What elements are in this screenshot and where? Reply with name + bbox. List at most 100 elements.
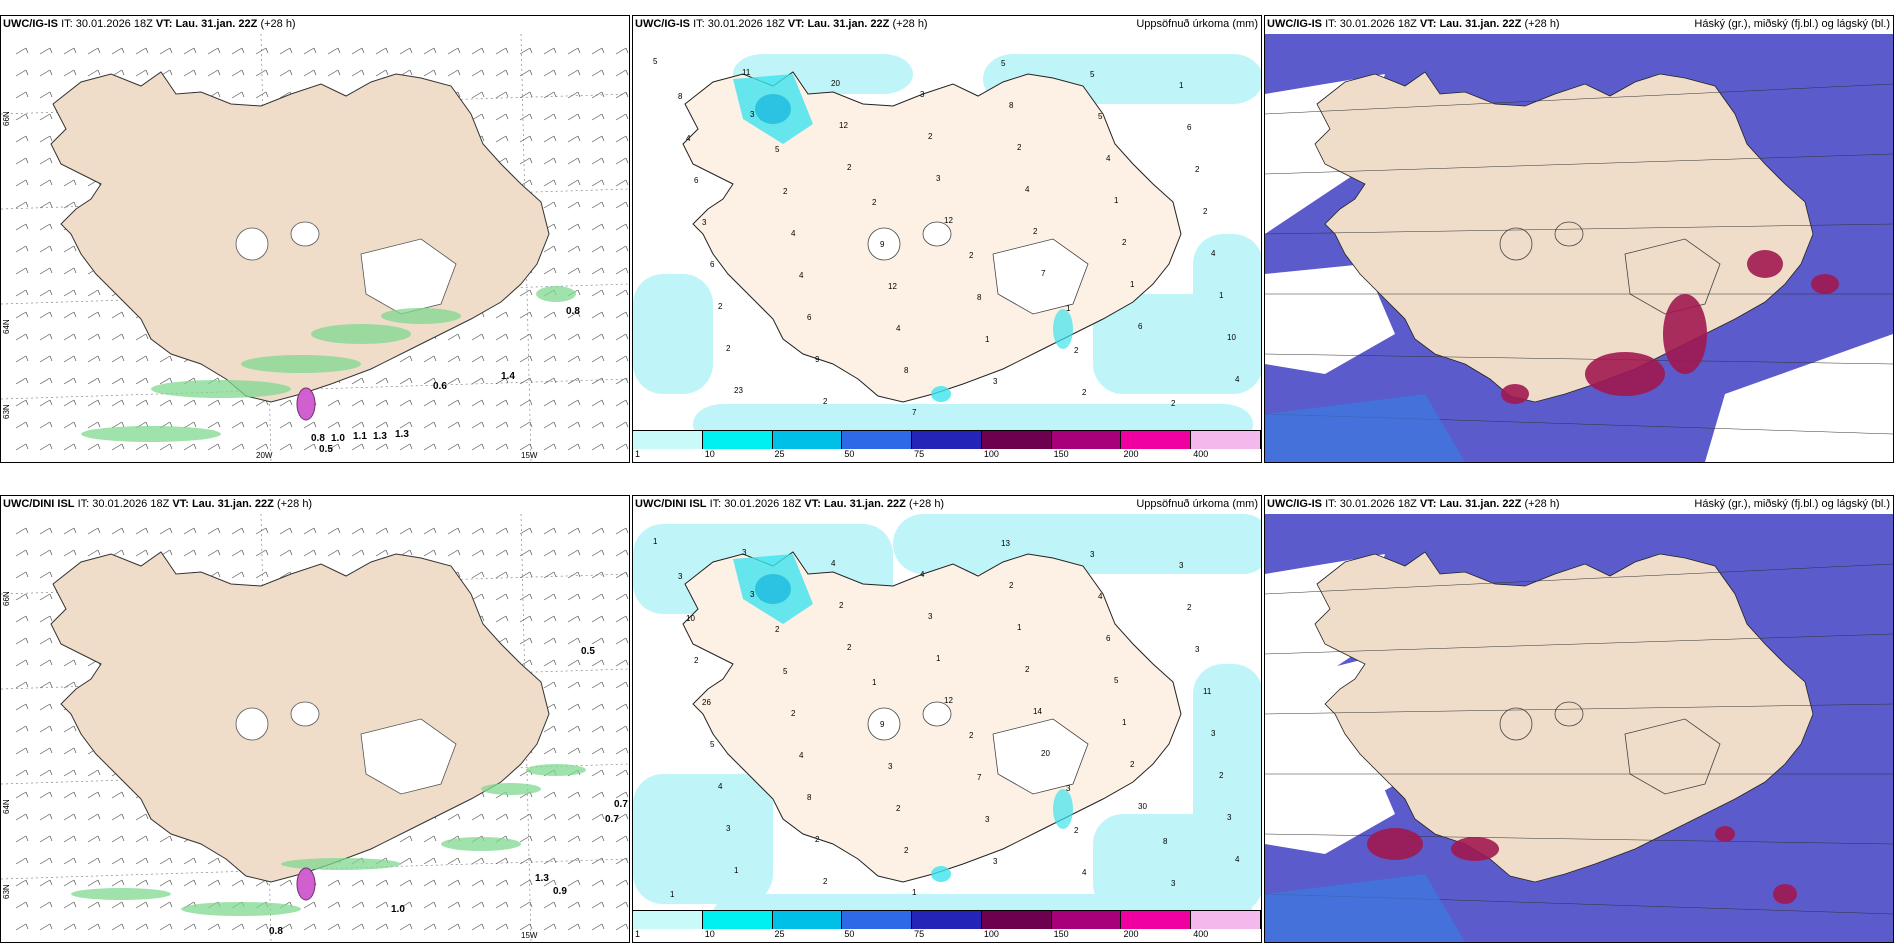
wind-barb bbox=[543, 113, 557, 121]
wind-barb bbox=[87, 923, 101, 931]
precip-value-label: 3 bbox=[888, 762, 893, 771]
wind-barb bbox=[15, 747, 29, 755]
legend-label: 50 bbox=[844, 929, 855, 939]
wind-barb bbox=[543, 157, 557, 165]
wind-barb bbox=[615, 91, 629, 99]
wind-barb bbox=[159, 835, 173, 843]
wind-barb bbox=[15, 923, 29, 931]
legend-label: 100 bbox=[983, 449, 999, 459]
legend-label: 10 bbox=[704, 929, 715, 939]
glacier bbox=[235, 707, 269, 741]
wind-barb bbox=[39, 681, 53, 689]
precip-value-label: 2 bbox=[783, 187, 788, 196]
wind-barb bbox=[591, 311, 605, 319]
wind-barb bbox=[303, 901, 317, 909]
wind-barb bbox=[471, 69, 485, 77]
precip-value-label: 5 bbox=[1090, 70, 1095, 79]
wind-barb bbox=[471, 813, 485, 821]
wind-barb bbox=[615, 615, 629, 623]
wind-barb bbox=[231, 47, 245, 55]
wind-barb bbox=[327, 399, 341, 407]
wind-barb bbox=[471, 923, 485, 931]
graticule-line bbox=[1265, 223, 1893, 235]
precip-value-label: 1 bbox=[985, 335, 990, 344]
glacier bbox=[867, 707, 901, 741]
wind-barb bbox=[39, 791, 53, 799]
wind-barb bbox=[63, 725, 77, 733]
wind-barb bbox=[543, 399, 557, 407]
wind-barb bbox=[63, 355, 77, 363]
wind-barb bbox=[39, 245, 53, 253]
wind-barb bbox=[591, 637, 605, 645]
wind-barb bbox=[231, 571, 245, 579]
precip-value-label: 4 bbox=[1211, 249, 1216, 258]
wind-barb bbox=[255, 443, 269, 451]
wind-barb bbox=[567, 857, 581, 865]
wind-barb bbox=[111, 377, 125, 385]
wind-barb bbox=[519, 857, 533, 865]
precip-value-label: 3 bbox=[920, 90, 925, 99]
wind-barb bbox=[543, 355, 557, 363]
wind-barb bbox=[567, 69, 581, 77]
wind-barb bbox=[159, 399, 173, 407]
wind-barb bbox=[63, 549, 77, 557]
wind-barb bbox=[207, 879, 221, 887]
wind-barb bbox=[135, 923, 149, 931]
wind-barb bbox=[519, 615, 533, 623]
precip-patch bbox=[526, 764, 586, 776]
legend-swatch bbox=[772, 911, 843, 929]
precip-value-label: 12 bbox=[839, 121, 848, 130]
wind-barb bbox=[399, 527, 413, 535]
precip-value-label: 3 bbox=[993, 377, 998, 386]
wind-barb bbox=[591, 879, 605, 887]
wind-barb bbox=[519, 593, 533, 601]
wind-barb bbox=[15, 311, 29, 319]
precip-value-label: 3 bbox=[1171, 879, 1176, 888]
legend-swatch bbox=[702, 431, 773, 449]
longitude-line bbox=[520, 34, 532, 462]
wind-barb bbox=[87, 835, 101, 843]
wind-barb bbox=[183, 69, 197, 77]
wind-barb bbox=[591, 333, 605, 341]
precip-value-label: 1 bbox=[653, 537, 658, 546]
precip-value-label: 2 bbox=[791, 709, 796, 718]
wind-barb bbox=[63, 527, 77, 535]
wind-barb bbox=[519, 835, 533, 843]
wind-barb bbox=[423, 835, 437, 843]
wind-barb bbox=[543, 267, 557, 275]
wind-barb bbox=[543, 377, 557, 385]
legend-swatch bbox=[633, 431, 703, 449]
wind-barb bbox=[519, 901, 533, 909]
wind-barb bbox=[495, 47, 509, 55]
wind-barb bbox=[567, 549, 581, 557]
precip-value-label: 3 bbox=[726, 824, 731, 833]
wind-barb bbox=[519, 113, 533, 121]
precip-peak bbox=[931, 386, 951, 402]
wind-barb bbox=[591, 179, 605, 187]
precip-value-label: 5 bbox=[775, 145, 780, 154]
legend-swatch bbox=[772, 431, 843, 449]
precip-value-label: 2 bbox=[718, 302, 723, 311]
precip-value-label: 4 bbox=[791, 229, 796, 238]
wind-barb bbox=[567, 267, 581, 275]
wind-barb bbox=[543, 813, 557, 821]
wind-barb bbox=[471, 879, 485, 887]
wind-barb bbox=[39, 769, 53, 777]
wind-barb bbox=[231, 549, 245, 557]
wind-barb bbox=[447, 421, 461, 429]
glacier bbox=[992, 718, 1089, 795]
legend-label: 400 bbox=[1193, 929, 1209, 939]
wind-barb bbox=[87, 443, 101, 451]
wind-barb bbox=[63, 69, 77, 77]
precip-value-label: 12 bbox=[888, 282, 897, 291]
wind-barb bbox=[471, 377, 485, 385]
wind-barb bbox=[591, 681, 605, 689]
wind-barb bbox=[231, 443, 245, 451]
wind-barb bbox=[375, 69, 389, 77]
wind-barb bbox=[519, 571, 533, 579]
legend-label: 10 bbox=[704, 449, 715, 459]
precip-patch bbox=[181, 902, 301, 916]
wind-barb bbox=[39, 923, 53, 931]
wind-barb bbox=[519, 47, 533, 55]
wind-barb bbox=[183, 923, 197, 931]
